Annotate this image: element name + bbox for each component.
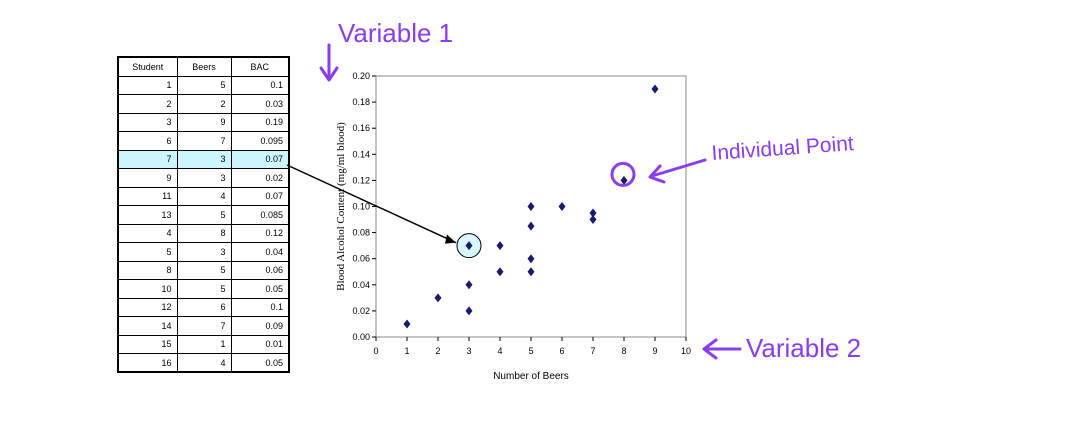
column-header-student: Student	[117, 56, 178, 77]
individual-point-circle	[610, 161, 636, 187]
data-point	[527, 202, 535, 211]
data-point	[558, 202, 566, 211]
x-tick-label: 7	[590, 346, 595, 356]
cell-student: 3	[117, 112, 178, 132]
data-table: Student Beers BAC 1 5 0.1 2 2 0.03 3 9 0.19 6 7 0.0…	[117, 56, 290, 373]
cell-beers: 4	[176, 353, 232, 373]
x-tick-label: 6	[559, 346, 564, 356]
y-tick-label: 0.12	[352, 175, 370, 185]
x-tick-label: 4	[497, 346, 502, 356]
x-tick-label: 9	[652, 346, 657, 356]
data-point	[496, 267, 504, 277]
y-tick-label: 0.20	[352, 71, 370, 81]
y-tick-label: 0.04	[352, 280, 370, 290]
data-point	[434, 293, 442, 303]
table-row: 8 5 0.06	[117, 260, 290, 280]
data-point	[620, 175, 628, 185]
arrow-left-icon	[702, 338, 718, 360]
cell-bac: 0.02	[230, 168, 290, 188]
y-tick-label: 0.10	[352, 202, 370, 212]
column-header-bac: BAC	[230, 56, 290, 77]
table-header-row: Student Beers BAC	[117, 56, 290, 77]
table-row: 1 5 0.1	[117, 75, 290, 95]
x-tick-label: 10	[681, 346, 691, 356]
table-row: 16 4 0.05	[117, 353, 290, 373]
x-tick-label: 1	[404, 346, 409, 356]
x-tick-label: 0	[373, 346, 378, 356]
x-tick-label: 5	[528, 346, 533, 356]
y-tick-label: 0.18	[352, 97, 370, 107]
cell-beers: 5	[176, 205, 232, 225]
data-point	[589, 208, 597, 218]
table-row: 11 4 0.07	[117, 186, 290, 206]
annotation-variable-1: Variable 1	[338, 18, 453, 48]
data-point	[465, 280, 473, 290]
y-tick-label: 0.16	[352, 123, 370, 133]
data-point	[527, 254, 535, 264]
x-tick-label: 2	[435, 346, 440, 356]
cell-bac: 0.19	[230, 112, 290, 132]
table-row: 6 7 0.095	[117, 131, 290, 151]
table-row: 7 3 0.07	[117, 149, 290, 169]
highlighted-data-point	[465, 241, 473, 251]
data-point	[589, 215, 597, 225]
data-point	[403, 319, 411, 329]
annotation-individual-point: Individual Point	[711, 132, 855, 165]
arrow-left-icon	[648, 164, 666, 184]
data-point	[527, 267, 535, 277]
x-tick-label: 3	[466, 346, 471, 356]
cell-bac: 0.095	[230, 131, 290, 151]
y-tick-label: 0.00	[352, 332, 370, 342]
arrow-down-icon	[319, 66, 339, 82]
y-tick-label: 0.06	[352, 254, 370, 264]
cell-beers: 7	[176, 131, 232, 151]
x-tick-label: 8	[621, 346, 626, 356]
cell-beers: 3	[176, 149, 232, 169]
table-row: 9 3 0.02	[117, 168, 290, 188]
table-row: 15 1 0.01	[117, 334, 290, 354]
table-row: 4 8 0.12	[117, 223, 290, 243]
cell-student: 7	[117, 149, 178, 169]
annotation-variable-2: Variable 2	[746, 333, 861, 363]
cell-bac: 0.085	[230, 205, 290, 225]
table-row: 12 6 0.1	[117, 297, 290, 317]
data-point	[527, 221, 535, 231]
connector-arrowhead	[445, 234, 456, 244]
data-point	[496, 241, 504, 251]
y-tick-label: 0.02	[352, 306, 370, 316]
data-point	[651, 84, 659, 94]
cell-bac: 0.07	[230, 149, 290, 169]
x-axis-label: Number of Beers	[493, 371, 569, 382]
cell-bac: 0.07	[230, 186, 290, 206]
table-row: 3 9 0.19	[117, 112, 290, 132]
cell-bac: 0.05	[230, 353, 290, 373]
y-axis-label: Blood Alcohol Content (mg/ml blood)	[335, 122, 347, 291]
cell-beers: 9	[176, 112, 232, 132]
connector-arrow-line	[286, 164, 457, 244]
y-tick-label: 0.14	[352, 149, 370, 159]
table-row: 13 5 0.085	[117, 205, 290, 225]
arrow-left-icon	[650, 158, 707, 178]
cell-beers: 4	[176, 186, 232, 206]
y-tick-label: 0.08	[352, 228, 370, 238]
cell-bac: 0.12	[230, 223, 290, 243]
table-row: 5 3 0.04	[117, 242, 290, 262]
cell-student: 13	[117, 205, 178, 225]
data-point	[465, 306, 473, 316]
